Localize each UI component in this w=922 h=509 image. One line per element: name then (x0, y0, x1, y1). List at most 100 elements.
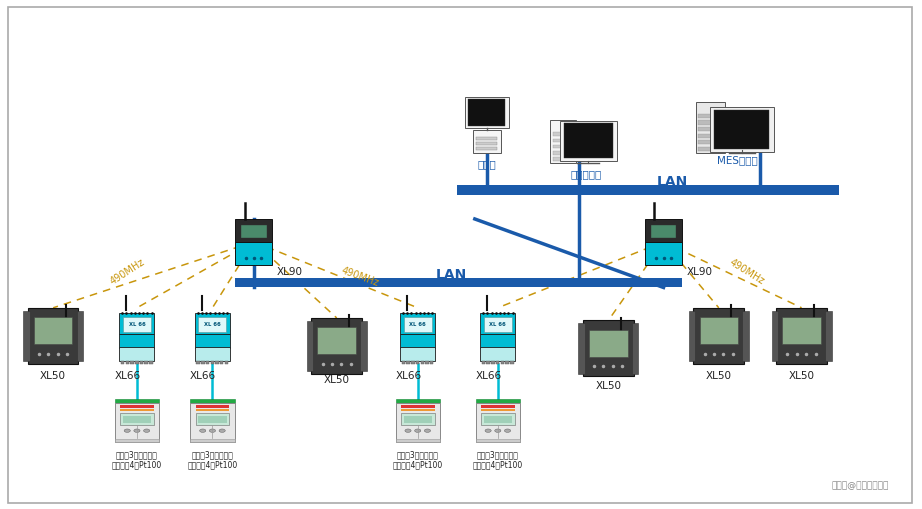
FancyBboxPatch shape (473, 130, 501, 153)
Text: 搜狐号@深圳信立科技: 搜狐号@深圳信立科技 (832, 482, 889, 491)
FancyBboxPatch shape (225, 361, 228, 363)
Text: LAN: LAN (657, 176, 689, 189)
FancyBboxPatch shape (481, 413, 514, 425)
FancyBboxPatch shape (400, 313, 435, 334)
FancyBboxPatch shape (552, 157, 574, 160)
FancyBboxPatch shape (480, 347, 515, 361)
FancyBboxPatch shape (190, 399, 234, 403)
FancyBboxPatch shape (195, 405, 230, 408)
FancyBboxPatch shape (120, 405, 154, 408)
FancyBboxPatch shape (776, 308, 827, 363)
Text: XL 66: XL 66 (490, 322, 506, 327)
FancyBboxPatch shape (484, 317, 512, 332)
FancyBboxPatch shape (552, 151, 574, 155)
FancyBboxPatch shape (402, 361, 405, 363)
Circle shape (504, 429, 511, 432)
FancyBboxPatch shape (477, 143, 497, 145)
FancyBboxPatch shape (481, 405, 514, 408)
FancyBboxPatch shape (560, 121, 617, 161)
Text: 操作站: 操作站 (478, 159, 496, 169)
FancyBboxPatch shape (480, 313, 515, 334)
Text: XL50: XL50 (788, 371, 815, 381)
FancyBboxPatch shape (401, 409, 434, 411)
FancyBboxPatch shape (496, 361, 500, 363)
Text: XL66: XL66 (190, 371, 217, 381)
FancyBboxPatch shape (130, 361, 134, 363)
FancyBboxPatch shape (115, 439, 159, 442)
FancyBboxPatch shape (783, 317, 821, 344)
FancyBboxPatch shape (235, 219, 272, 243)
FancyBboxPatch shape (491, 361, 495, 363)
Circle shape (405, 429, 411, 432)
Text: MES服务器: MES服务器 (717, 156, 758, 165)
Text: XL50: XL50 (41, 371, 66, 381)
FancyBboxPatch shape (206, 361, 209, 363)
FancyBboxPatch shape (481, 361, 485, 363)
FancyBboxPatch shape (563, 123, 612, 158)
FancyBboxPatch shape (714, 110, 770, 150)
FancyBboxPatch shape (645, 242, 682, 265)
FancyBboxPatch shape (23, 310, 30, 361)
FancyBboxPatch shape (430, 361, 433, 363)
FancyBboxPatch shape (698, 114, 723, 118)
FancyBboxPatch shape (210, 361, 214, 363)
FancyBboxPatch shape (407, 361, 410, 363)
Text: XL66: XL66 (396, 371, 421, 381)
FancyBboxPatch shape (307, 321, 313, 371)
FancyBboxPatch shape (198, 317, 227, 332)
FancyBboxPatch shape (77, 310, 83, 361)
FancyBboxPatch shape (505, 361, 509, 363)
FancyBboxPatch shape (420, 361, 424, 363)
FancyBboxPatch shape (698, 127, 723, 131)
FancyBboxPatch shape (550, 120, 576, 163)
FancyBboxPatch shape (510, 361, 514, 363)
FancyBboxPatch shape (693, 308, 744, 363)
Text: XL 66: XL 66 (409, 322, 426, 327)
FancyBboxPatch shape (583, 321, 633, 376)
FancyBboxPatch shape (689, 310, 695, 361)
FancyBboxPatch shape (404, 416, 431, 423)
FancyBboxPatch shape (215, 361, 219, 363)
FancyBboxPatch shape (34, 317, 73, 344)
Circle shape (200, 429, 206, 432)
FancyBboxPatch shape (235, 278, 682, 288)
FancyBboxPatch shape (145, 361, 148, 363)
Text: 监控服务器: 监控服务器 (571, 169, 602, 179)
Circle shape (219, 429, 225, 432)
FancyBboxPatch shape (552, 138, 574, 143)
FancyBboxPatch shape (120, 413, 154, 425)
FancyBboxPatch shape (201, 361, 205, 363)
FancyBboxPatch shape (476, 439, 520, 442)
FancyBboxPatch shape (135, 361, 138, 363)
FancyBboxPatch shape (484, 416, 512, 423)
FancyBboxPatch shape (772, 310, 778, 361)
FancyBboxPatch shape (195, 313, 230, 334)
FancyBboxPatch shape (416, 361, 420, 363)
Text: 490MHz: 490MHz (339, 266, 380, 289)
FancyBboxPatch shape (196, 361, 200, 363)
Circle shape (209, 429, 216, 432)
FancyBboxPatch shape (400, 347, 435, 361)
Circle shape (485, 429, 491, 432)
FancyBboxPatch shape (552, 132, 574, 136)
FancyBboxPatch shape (396, 403, 440, 442)
FancyBboxPatch shape (480, 334, 515, 348)
Circle shape (134, 429, 140, 432)
FancyBboxPatch shape (125, 361, 129, 363)
FancyBboxPatch shape (401, 405, 434, 408)
FancyBboxPatch shape (487, 361, 490, 363)
Text: XL 66: XL 66 (128, 322, 146, 327)
Text: XL50: XL50 (705, 371, 732, 381)
FancyBboxPatch shape (195, 409, 230, 411)
FancyBboxPatch shape (149, 361, 153, 363)
FancyBboxPatch shape (195, 334, 230, 348)
FancyBboxPatch shape (120, 347, 155, 361)
Text: XL50: XL50 (596, 381, 621, 391)
FancyBboxPatch shape (477, 148, 497, 150)
FancyBboxPatch shape (425, 361, 429, 363)
FancyBboxPatch shape (710, 107, 774, 152)
FancyBboxPatch shape (632, 323, 638, 374)
Circle shape (415, 429, 420, 432)
FancyBboxPatch shape (465, 97, 509, 128)
FancyBboxPatch shape (698, 121, 723, 125)
